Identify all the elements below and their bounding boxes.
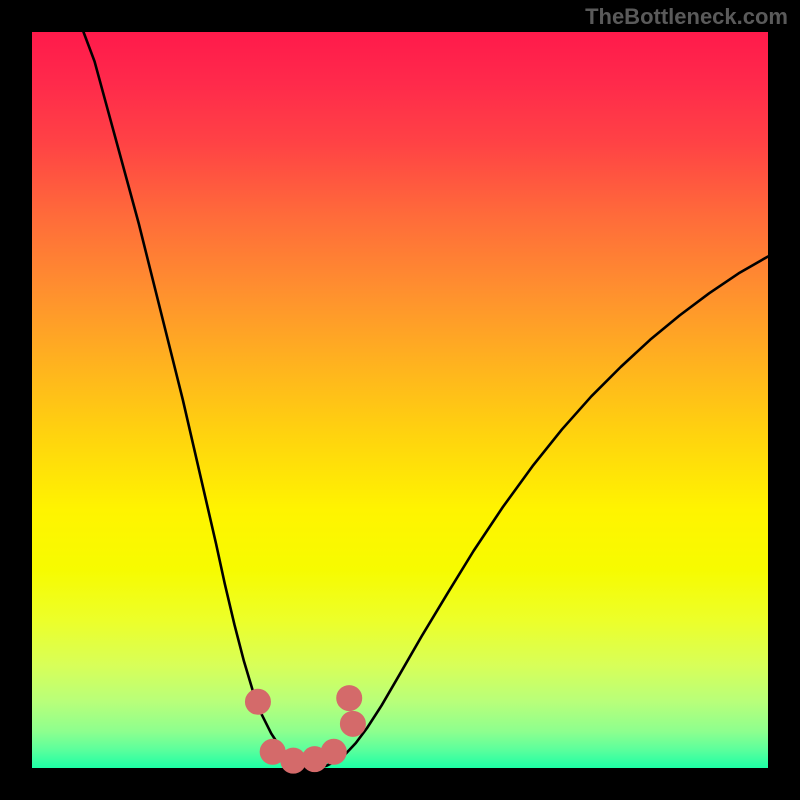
marker-point (340, 711, 365, 736)
chart-canvas (0, 0, 800, 800)
marker-point (245, 689, 270, 714)
plot-background (32, 32, 768, 768)
marker-point (337, 686, 362, 711)
marker-point (321, 739, 346, 764)
watermark-text: TheBottleneck.com (585, 4, 788, 30)
chart-root: TheBottleneck.com (0, 0, 800, 800)
